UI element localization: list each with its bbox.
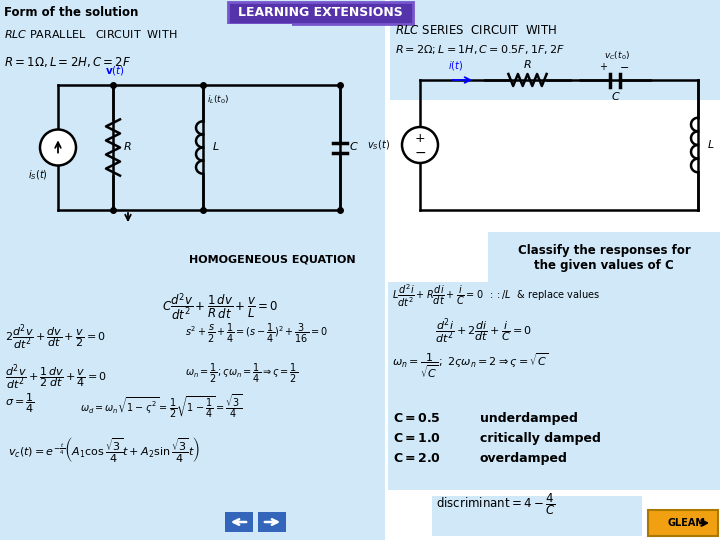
Bar [388,408,720,490]
Text: $L\dfrac{d^2i}{dt^2}+R\dfrac{di}{dt}+\dfrac{i}{C}=0\;\;::/L$  & replace values: $L\dfrac{d^2i}{dt^2}+R\dfrac{di}{dt}+\df… [392,282,600,309]
Text: −: − [621,63,630,72]
Text: $\mathbf{C=0.5}$: $\mathbf{C=0.5}$ [393,412,441,425]
Text: LEARNING EXTENSIONS: LEARNING EXTENSIONS [238,6,402,19]
Bar [390,0,720,100]
Bar [488,234,720,282]
Text: overdamped: overdamped [480,452,568,465]
Text: R: R [124,143,132,152]
Text: HOMOGENEOUS EQUATION: HOMOGENEOUS EQUATION [189,254,355,264]
Text: C: C [611,92,619,102]
Text: R: R [523,60,531,70]
Bar [70,273,380,318]
Text: $\mathbf{C=1.0}$: $\mathbf{C=1.0}$ [393,432,441,445]
Text: +: + [599,63,607,72]
Text: $C\dfrac{d^2v}{dt^2}+\dfrac{1}{R}\dfrac{dv}{dt}+\dfrac{v}{L}=0$: $C\dfrac{d^2v}{dt^2}+\dfrac{1}{R}\dfrac{… [162,292,278,323]
Bar [488,232,720,282]
Bar [2,52,292,78]
Bar [648,510,718,536]
Text: $R=1\Omega,L=2H,C=2F$: $R=1\Omega,L=2H,C=2F$ [4,55,131,69]
Text: underdamped: underdamped [480,412,578,425]
Text: $\dfrac{d^2i}{dt^2}+2\dfrac{di}{dt}+\dfrac{i}{C}=0$: $\dfrac{d^2i}{dt^2}+2\dfrac{di}{dt}+\dfr… [435,316,532,346]
Text: $\mathbf{v}(t)$: $\mathbf{v}(t)$ [105,64,125,77]
Text: $\sigma=\dfrac{1}{4}$: $\sigma=\dfrac{1}{4}$ [5,392,35,415]
Text: Classify the responses for
the given values of C: Classify the responses for the given val… [518,244,690,272]
Text: $i_S(t)$: $i_S(t)$ [28,168,48,183]
Text: $\dfrac{d^2v}{dt^2}+\dfrac{1}{2}\dfrac{dv}{dt}+\dfrac{v}{4}=0$: $\dfrac{d^2v}{dt^2}+\dfrac{1}{2}\dfrac{d… [5,362,107,392]
Circle shape [40,130,76,165]
Text: $2\dfrac{d^2v}{dt^2}+\dfrac{dv}{dt}+\dfrac{v}{2}=0$: $2\dfrac{d^2v}{dt^2}+\dfrac{dv}{dt}+\dfr… [5,322,106,352]
Text: $RLC$ PARALLEL   CIRCUIT  WITH: $RLC$ PARALLEL CIRCUIT WITH [4,28,177,40]
Circle shape [402,127,438,163]
Text: $R=2\Omega;L=1H,C=0.5F,1F,2F$: $R=2\Omega;L=1H,C=0.5F,1F,2F$ [395,44,565,57]
Bar [2,24,292,50]
Bar [0,270,385,540]
Bar [165,248,380,270]
Text: $i_L(t_0)$: $i_L(t_0)$ [207,93,229,105]
Text: $s^2+\dfrac{s}{2}+\dfrac{1}{4}=(s-\dfrac{1}{4})^2+\dfrac{3}{16}=0$: $s^2+\dfrac{s}{2}+\dfrac{1}{4}=(s-\dfrac… [185,322,328,345]
Text: $v_C(t_0)$: $v_C(t_0)$ [604,50,630,62]
Bar [388,282,720,410]
Text: L: L [708,140,714,150]
Bar [228,2,413,24]
Bar [258,512,286,532]
Bar [225,512,253,532]
Bar [2,2,185,22]
Bar [432,496,642,536]
Text: GLEAM: GLEAM [668,518,706,528]
Text: $i(t)$: $i(t)$ [448,59,463,72]
Text: $v_c(t)=e^{-\frac{t}{4}}\left(A_1\cos\dfrac{\sqrt{3}}{4}t+A_2\sin\dfrac{\sqrt{3}: $v_c(t)=e^{-\frac{t}{4}}\left(A_1\cos\df… [8,435,200,464]
Text: +: + [415,132,426,145]
Text: L: L [213,143,220,152]
Text: C: C [350,143,358,152]
Text: $RLC$ SERIES  CIRCUIT  WITH: $RLC$ SERIES CIRCUIT WITH [395,24,557,37]
Text: critically damped: critically damped [480,432,601,445]
Text: $\omega_n=\dfrac{1}{2};\varsigma\omega_n=\dfrac{1}{4}\Rightarrow\varsigma=\dfrac: $\omega_n=\dfrac{1}{2};\varsigma\omega_n… [185,362,298,385]
Text: −: − [414,146,426,160]
Text: Form of the solution: Form of the solution [4,5,138,18]
Bar [0,0,385,270]
Text: $\mathrm{discriminant}=4-\dfrac{4}{C}$: $\mathrm{discriminant}=4-\dfrac{4}{C}$ [436,491,555,517]
Text: $\omega_d=\omega_n\sqrt{1-\varsigma^2}=\dfrac{1}{2}\sqrt{1-\dfrac{1}{4}}=\dfrac{: $\omega_d=\omega_n\sqrt{1-\varsigma^2}=\… [80,392,243,420]
Text: $v_S(t)$: $v_S(t)$ [367,138,390,152]
Text: $\mathbf{C=2.0}$: $\mathbf{C=2.0}$ [393,452,441,465]
Text: $\omega_n=\dfrac{1}{\sqrt{C}};\;2\varsigma\omega_n=2\Rightarrow\varsigma=\sqrt{C: $\omega_n=\dfrac{1}{\sqrt{C}};\;2\varsig… [392,352,549,380]
